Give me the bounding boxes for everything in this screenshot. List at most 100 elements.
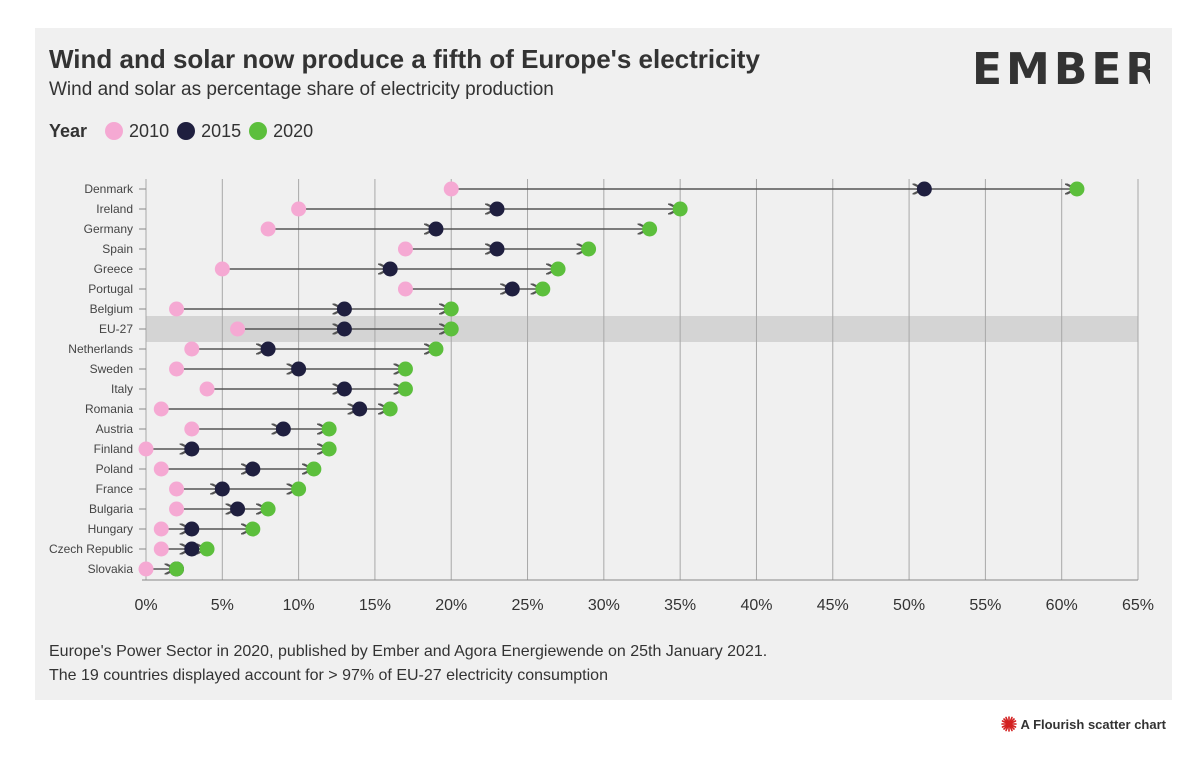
point-portugal-2020 xyxy=(535,281,551,297)
point-spain-2020 xyxy=(581,241,597,257)
y-tick-label-hungary: Hungary xyxy=(88,522,133,536)
point-bulgaria-2015 xyxy=(230,501,246,517)
point-poland-2015 xyxy=(245,461,261,477)
point-slovakia-2020 xyxy=(169,561,185,577)
point-france-2020 xyxy=(291,481,307,497)
x-tick-label-15: 15% xyxy=(359,597,391,614)
legend-title: Year xyxy=(49,120,88,141)
point-czech-republic-2015 xyxy=(184,541,200,557)
logo-text: EMBER xyxy=(972,44,1150,90)
y-tick-label-denmark: Denmark xyxy=(84,182,134,196)
y-tick-label-france: France xyxy=(96,482,134,496)
footer-source: Europe's Power Sector in 2020, published… xyxy=(49,643,768,660)
legend-label-2010: 2010 xyxy=(129,120,170,141)
x-tick-label-0: 0% xyxy=(134,597,157,614)
point-bulgaria-2020 xyxy=(260,501,276,517)
point-romania-2020 xyxy=(382,401,398,417)
point-portugal-2010 xyxy=(397,281,413,297)
point-bulgaria-2010 xyxy=(169,501,185,517)
point-belgium-2010 xyxy=(169,301,185,317)
point-germany-2010 xyxy=(260,221,276,237)
y-tick-label-spain: Spain xyxy=(102,242,133,256)
point-ireland-2010 xyxy=(291,201,307,217)
chart-subtitle: Wind and solar as percentage share of el… xyxy=(49,79,554,100)
y-tick-label-germany: Germany xyxy=(84,222,133,236)
point-france-2015 xyxy=(214,481,230,497)
point-italy-2020 xyxy=(397,381,413,397)
point-finland-2010 xyxy=(138,441,154,457)
point-germany-2015 xyxy=(428,221,444,237)
y-tick-label-romania: Romania xyxy=(85,402,133,416)
point-eu-27-2015 xyxy=(336,321,352,337)
x-tick-label-30: 30% xyxy=(588,597,620,614)
point-ireland-2015 xyxy=(489,201,505,217)
point-denmark-2020 xyxy=(1069,181,1085,197)
point-hungary-2015 xyxy=(184,521,200,537)
point-germany-2020 xyxy=(642,221,658,237)
y-tick-label-belgium: Belgium xyxy=(90,302,133,316)
point-greece-2020 xyxy=(550,261,566,277)
point-hungary-2020 xyxy=(245,521,261,537)
point-france-2010 xyxy=(169,481,185,497)
legend-label-2015: 2015 xyxy=(201,120,242,141)
x-tick-label-65: 65% xyxy=(1122,597,1154,614)
point-finland-2015 xyxy=(184,441,200,457)
x-tick-label-45: 45% xyxy=(817,597,849,614)
point-czech-republic-2010 xyxy=(153,541,169,557)
x-tick-label-40: 40% xyxy=(740,597,772,614)
point-italy-2015 xyxy=(336,381,352,397)
point-netherlands-2010 xyxy=(184,341,200,357)
point-sweden-2015 xyxy=(291,361,307,377)
y-tick-label-greece: Greece xyxy=(94,262,134,276)
legend-swatch-2015 xyxy=(177,122,196,140)
point-austria-2020 xyxy=(321,421,337,437)
legend-item-2010[interactable]: 2010 xyxy=(105,121,169,142)
scatter-chart: 0% 5% 10% 15% 20% 25% 30% 35% 40% 45% 50% 55% 60% 65%… xyxy=(49,179,1154,614)
point-eu-27-2010 xyxy=(230,321,246,337)
x-tick-label-20: 20% xyxy=(435,597,467,614)
y-tick-label-ireland: Ireland xyxy=(96,202,133,216)
point-italy-2010 xyxy=(199,381,215,397)
footer-note: The 19 countries displayed account for >… xyxy=(49,667,608,684)
y-tick-label-netherlands: Netherlands xyxy=(68,342,133,356)
point-greece-2015 xyxy=(382,261,398,277)
x-tick-label-25: 25% xyxy=(512,597,544,614)
point-czech-republic-2020 xyxy=(199,541,215,557)
point-austria-2010 xyxy=(184,421,200,437)
legend-swatch-2020 xyxy=(249,122,268,140)
point-austria-2015 xyxy=(275,421,291,437)
flourish-icon xyxy=(1000,716,1017,732)
flourish-credit[interactable]: A Flourish scatter chart xyxy=(1000,716,1166,732)
x-tick-label-5: 5% xyxy=(211,597,234,614)
point-romania-2015 xyxy=(352,401,368,417)
point-denmark-2010 xyxy=(443,181,459,197)
y-tick-label-bulgaria: Bulgaria xyxy=(89,502,133,516)
point-ireland-2020 xyxy=(672,201,688,217)
point-spain-2010 xyxy=(397,241,413,257)
x-tick-label-50: 50% xyxy=(893,597,925,614)
legend: Year 2010 2015 2020 xyxy=(49,119,321,143)
y-tick-label-eu-27: EU-27 xyxy=(99,322,133,336)
y-tick-label-portugal: Portugal xyxy=(88,282,133,296)
y-tick-label-sweden: Sweden xyxy=(90,362,133,376)
y-tick-label-slovakia: Slovakia xyxy=(88,562,134,576)
point-denmark-2015 xyxy=(916,181,932,197)
point-portugal-2015 xyxy=(504,281,520,297)
flourish-credit-label: A Flourish scatter chart xyxy=(1020,716,1166,732)
y-tick-label-austria: Austria xyxy=(96,422,134,436)
x-tick-label-55: 55% xyxy=(969,597,1001,614)
legend-item-2015[interactable]: 2015 xyxy=(177,121,241,142)
x-tick-label-35: 35% xyxy=(664,597,696,614)
legend-item-2020[interactable]: 2020 xyxy=(249,121,313,142)
point-netherlands-2020 xyxy=(428,341,444,357)
point-finland-2020 xyxy=(321,441,337,457)
point-belgium-2020 xyxy=(443,301,459,317)
point-sweden-2010 xyxy=(169,361,185,377)
x-tick-label-10: 10% xyxy=(283,597,315,614)
point-belgium-2015 xyxy=(336,301,352,317)
point-romania-2010 xyxy=(153,401,169,417)
point-slovakia-2010 xyxy=(138,561,154,577)
point-poland-2020 xyxy=(306,461,322,477)
x-tick-label-60: 60% xyxy=(1046,597,1078,614)
point-poland-2010 xyxy=(153,461,169,477)
